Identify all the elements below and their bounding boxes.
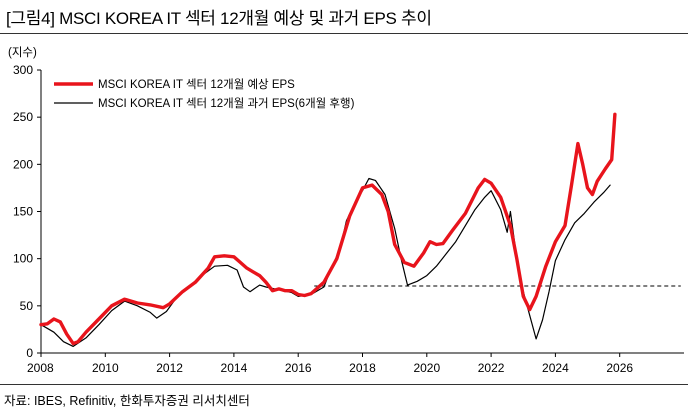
series-line-forecast-eps — [39, 112, 617, 346]
x-tick-label: 2016 — [285, 361, 312, 375]
x-tick-label: 2014 — [221, 361, 248, 375]
x-tick-label: 2008 — [27, 361, 54, 375]
y-tick-label: 300 — [13, 63, 33, 77]
series-line-trailing-eps — [40, 177, 611, 347]
y-axis-unit-label: (지수) — [8, 47, 37, 59]
x-tick-label: 2018 — [349, 361, 376, 375]
y-tick-label: 250 — [13, 110, 33, 124]
y-tick-label: 0 — [26, 346, 33, 360]
title-divider — [0, 33, 688, 34]
x-tick-label: 2022 — [478, 361, 505, 375]
source-note: 자료: IBES, Refinitiv, 한화투자증권 리서치센터 — [4, 394, 250, 408]
y-tick-label: 50 — [20, 299, 34, 313]
y-tick-label: 200 — [13, 157, 33, 171]
x-tick-label: 2020 — [413, 361, 440, 375]
footer-divider — [0, 384, 688, 385]
chart-title: [그림4] MSCI KOREA IT 섹터 12개월 예상 및 과거 EPS … — [6, 9, 432, 28]
legend-item-trailing-eps-label: MSCI KOREA IT 섹터 12개월 과거 EPS(6개월 후행) — [98, 97, 355, 110]
legend-item-forecast-eps-label: MSCI KOREA IT 섹터 12개월 예상 EPS — [98, 78, 295, 91]
y-tick-label: 150 — [13, 205, 33, 219]
x-tick-label: 2012 — [156, 361, 183, 375]
x-tick-label: 2024 — [542, 361, 569, 375]
series-group — [39, 112, 617, 347]
chart-axes: 0 50 100 150 200 250 300 2008 2010 2012 2014 2016 20… — [13, 63, 684, 375]
chart-legend: MSCI KOREA IT 섹터 12개월 예상 EPS MSCI KOREA I… — [54, 78, 355, 110]
x-tick-label: 2026 — [606, 361, 633, 375]
y-tick-label: 100 — [13, 252, 33, 266]
x-tick-label: 2010 — [92, 361, 119, 375]
